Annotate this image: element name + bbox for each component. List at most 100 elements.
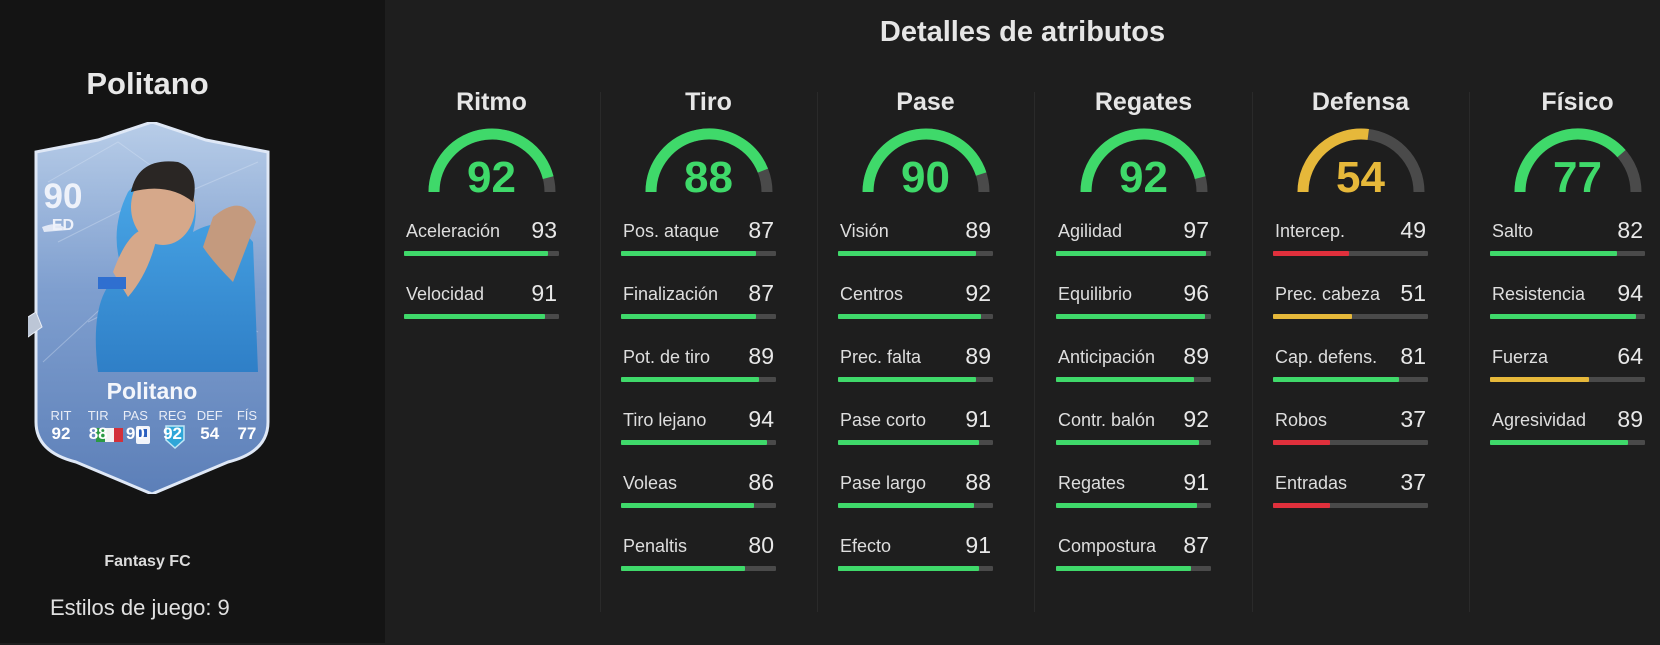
category-pase: Pase 90 Visión 89 Centros 92 Prec. falta 89 Pase… — [838, 85, 1013, 645]
card-stats: RIT 92 TIR 88 PAS 90 REG 92 DEF 54 FÍS 77 — [44, 408, 264, 444]
category-fisico: Físico 77 Salto 82 Resistencia 94 Fuerza 64 Agre… — [1490, 85, 1660, 645]
attribute-row: Pot. de tiro 89 — [621, 343, 776, 387]
attribute-value: 86 — [748, 469, 774, 495]
attribute-bar-track — [1490, 440, 1645, 445]
attribute-value: 94 — [748, 406, 774, 432]
attribute-bar-track — [1056, 377, 1211, 382]
category-defensa: Defensa 54 Intercep. 49 Prec. cabeza 51 Cap. d… — [1273, 85, 1448, 645]
attribute-name: Pase corto — [840, 410, 927, 430]
attribute-bar-fill — [838, 440, 980, 445]
attribute-bar-fill — [1056, 251, 1207, 256]
attribute-bar-fill — [1056, 314, 1205, 319]
card-stat-pas: PAS 90 — [122, 408, 148, 443]
attribute-row: Entradas 37 — [1273, 469, 1428, 513]
attribute-row: Agresividad 89 — [1490, 406, 1645, 450]
attribute-value: 91 — [1183, 469, 1209, 495]
gauge-fill — [428, 128, 554, 193]
attribute-bar-track — [621, 314, 776, 319]
attribute-bar-track — [1273, 377, 1428, 382]
attribute-value: 89 — [1183, 343, 1209, 369]
attribute-bar-track — [1273, 503, 1428, 508]
playstyles-count[interactable]: Estilos de juego: 9 — [50, 595, 230, 620]
attribute-bar-fill — [1273, 314, 1353, 319]
category-rating: 88 — [684, 153, 733, 202]
attribute-bar-track — [1056, 440, 1211, 445]
attribute-name: Robos — [1275, 410, 1328, 430]
attribute-value: 49 — [1400, 217, 1426, 243]
attribute-name: Salto — [1492, 221, 1534, 241]
attribute-bar-track — [1490, 314, 1645, 319]
attribute-bar-fill — [1273, 377, 1399, 382]
attribute-bar-track — [1273, 440, 1428, 445]
column-divider — [1469, 92, 1470, 612]
attribute-row: Robos 37 — [1273, 406, 1428, 450]
attribute-row: Centros 92 — [838, 280, 993, 324]
card-background — [28, 122, 270, 494]
player-card[interactable]: 90 ED Politano RIT 92 TIR 88 PAS 90 REG 92 D… — [28, 122, 276, 494]
attribute-bar-fill — [1056, 377, 1194, 382]
attribute-bar-track — [1273, 314, 1428, 319]
attribute-bar-fill — [1490, 377, 1590, 382]
attribute-bar-track — [1056, 503, 1211, 508]
attribute-bar-fill — [1056, 503, 1198, 508]
attribute-bar-fill — [621, 566, 745, 571]
attribute-name: Agilidad — [1058, 221, 1123, 241]
attribute-name: Entradas — [1275, 473, 1348, 493]
attribute-value: 37 — [1400, 406, 1426, 432]
attribute-row: Compostura 87 — [1056, 532, 1211, 576]
card-stat-rit: RIT 92 — [50, 408, 72, 443]
attribute-bar-track — [1490, 251, 1645, 256]
rating-gauge — [1080, 128, 1208, 193]
attribute-name: Tiro lejano — [623, 410, 707, 430]
attribute-name: Prec. cabeza — [1275, 284, 1381, 304]
attribute-bar-fill — [1056, 566, 1191, 571]
attribute-row: Resistencia 94 — [1490, 280, 1645, 324]
attribute-value: 91 — [531, 280, 557, 306]
category-title: Tiro — [685, 88, 732, 116]
attribute-value: 87 — [1183, 532, 1209, 558]
column-divider — [1034, 92, 1035, 612]
attribute-bar-fill — [1490, 314, 1636, 319]
attribute-name: Finalización — [623, 284, 719, 304]
category-ritmo: Ritmo 92 Aceleración 93 Velocidad 91 — [404, 85, 579, 645]
attribute-value: 89 — [965, 343, 991, 369]
attribute-bar-track — [838, 566, 993, 571]
attribute-bar-fill — [404, 314, 546, 319]
attribute-bar-track — [1273, 251, 1428, 256]
attribute-name: Intercep. — [1275, 221, 1346, 241]
attribute-name: Cap. defens. — [1275, 347, 1378, 367]
attribute-value: 64 — [1617, 343, 1643, 369]
attribute-bar-track — [621, 377, 776, 382]
category-title: Defensa — [1311, 88, 1410, 116]
attribute-bar-fill — [621, 314, 756, 319]
club-name: Fantasy FC — [104, 553, 191, 570]
attribute-name: Regates — [1058, 473, 1126, 493]
attribute-row: Cap. defens. 81 — [1273, 343, 1428, 387]
attribute-bar-fill — [838, 566, 980, 571]
card-stat-def: DEF 54 — [196, 408, 223, 443]
gauge-fill — [1514, 128, 1626, 193]
gauge-fill — [1297, 128, 1369, 193]
attribute-bar-track — [838, 503, 993, 508]
attribute-bar-fill — [1056, 440, 1199, 445]
attribute-bar-fill — [621, 440, 767, 445]
attribute-value: 87 — [748, 217, 774, 243]
attribute-row: Tiro lejano 94 — [621, 406, 776, 450]
attribute-bar-track — [621, 440, 776, 445]
rating-gauge — [428, 128, 556, 193]
attribute-name: Voleas — [623, 473, 678, 493]
category-rating: 90 — [901, 153, 950, 202]
attribute-value: 89 — [1617, 406, 1643, 432]
attribute-row: Intercep. 49 — [1273, 217, 1428, 261]
attribute-row: Contr. balón 92 — [1056, 406, 1211, 450]
page-title: Detalles de atributos — [879, 16, 1166, 48]
attribute-value: 89 — [965, 217, 991, 243]
attribute-bar-fill — [838, 503, 975, 508]
club-crest-icon — [165, 425, 185, 450]
attribute-name: Penaltis — [623, 536, 688, 556]
attribute-name: Contr. balón — [1058, 410, 1156, 430]
attribute-row: Velocidad 91 — [404, 280, 559, 324]
attribute-bar-track — [1056, 566, 1211, 571]
card-stat-reg: REG 92 — [158, 408, 187, 443]
attribute-row: Salto 82 — [1490, 217, 1645, 261]
